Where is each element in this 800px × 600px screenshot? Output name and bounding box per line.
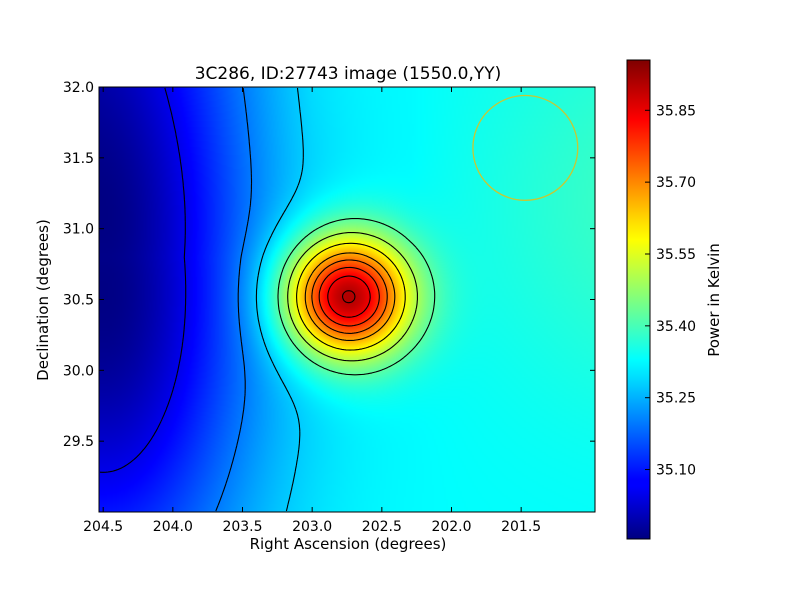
- heatmap-plot-area: [99, 87, 595, 512]
- beam-circle: [472, 94, 579, 201]
- colorbar-tick-label: 35.55: [656, 247, 696, 263]
- contour-line: [277, 218, 436, 376]
- x-tick-label: 203.5: [222, 519, 262, 535]
- contour-line: [304, 252, 396, 341]
- y-tick-label: 32.0: [63, 80, 94, 96]
- x-axis-label: Right Ascension (degrees): [250, 535, 447, 553]
- colorbar: 35.10 35.25 35.40 35.55 35.70 35.85 Power in …: [626, 59, 723, 540]
- chart-title: 3C286, ID:27743 image (1550.0,YY): [195, 64, 502, 84]
- y-tick-label: 29.5: [63, 434, 94, 450]
- y-tick-label: 31.0: [63, 222, 94, 238]
- colorbar-tick-label: 35.85: [656, 103, 696, 119]
- y-tick-label: 30.0: [63, 363, 94, 379]
- y-tick-label: 31.5: [63, 151, 94, 167]
- contour-line: [255, 87, 304, 512]
- colorbar-tick-label: 35.25: [656, 391, 696, 407]
- contour-line: [215, 87, 253, 512]
- contour-line: [296, 242, 406, 351]
- x-tick-label: 204.5: [83, 519, 123, 535]
- x-tick-label: 202.5: [362, 519, 402, 535]
- y-axis-ticks: 29.5 30.0 30.5 31.0 31.5 32.0: [63, 80, 595, 450]
- contour-lines: [99, 87, 436, 512]
- heatmap-image: [99, 87, 595, 512]
- colorbar-gradient: [626, 59, 651, 540]
- contour-line: [318, 266, 380, 327]
- x-axis-ticks: 204.5 204.0 203.5 203.0 202.5 202.0 201.5: [83, 87, 541, 535]
- colorbar-ticks: 35.10 35.25 35.40 35.55 35.70 35.85: [645, 103, 696, 479]
- contour-line: [327, 275, 371, 318]
- contour-line: [311, 259, 388, 334]
- colorbar-label: Power in Kelvin: [705, 243, 723, 357]
- colorbar-tick-label: 35.10: [656, 463, 696, 479]
- x-tick-label: 202.0: [431, 519, 471, 535]
- x-tick-label: 201.5: [501, 519, 541, 535]
- contour-line: [99, 87, 187, 473]
- x-tick-label: 204.0: [153, 519, 193, 535]
- contour-line: [342, 290, 356, 304]
- y-axis-label: Declination (degrees): [34, 219, 52, 381]
- colorbar-tick-label: 35.70: [656, 175, 696, 191]
- x-tick-label: 203.0: [292, 519, 332, 535]
- contour-line: [287, 231, 418, 362]
- colorbar-tick-label: 35.40: [656, 319, 696, 335]
- y-tick-label: 30.5: [63, 293, 94, 309]
